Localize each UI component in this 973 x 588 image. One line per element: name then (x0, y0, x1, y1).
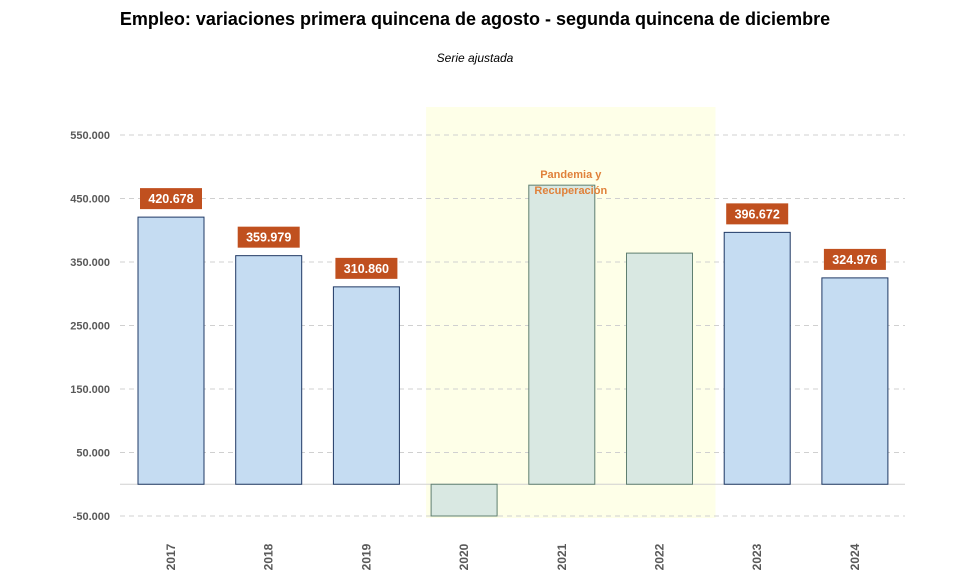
x-tick-label: 2024 (848, 543, 862, 570)
data-label: 310.860 (344, 262, 389, 276)
bar-2020 (430, 483, 498, 517)
bar-2022 (626, 252, 693, 485)
data-label-box (726, 203, 789, 225)
x-tick-label: 2021 (555, 543, 569, 570)
x-tick-label: 2022 (653, 543, 667, 570)
y-tick-label: 550.000 (70, 130, 110, 142)
x-tick-label: 2023 (750, 543, 764, 570)
x-tick-label: 2017 (164, 543, 178, 570)
bar-2024 (821, 277, 889, 485)
chart-subtitle: Serie ajustada (436, 51, 514, 65)
bar-2023 (723, 231, 791, 485)
y-tick-label: 450.000 (70, 194, 110, 206)
annotation-line-1: Pandemia y (540, 169, 602, 181)
data-label-box (823, 248, 886, 270)
data-label: 396.672 (735, 207, 780, 221)
data-label-box (335, 257, 398, 279)
bar-2021 (528, 184, 596, 485)
bar-2019 (332, 286, 400, 485)
bar-2017 (137, 216, 205, 485)
bar-2018 (235, 255, 303, 485)
data-label: 420.678 (148, 192, 193, 206)
y-tick-label: 350.000 (70, 257, 110, 269)
chart-title: Empleo: variaciones primera quincena de … (119, 9, 831, 29)
x-tick-label: 2020 (457, 543, 471, 570)
y-tick-label: 50.000 (76, 448, 110, 460)
data-label: 359.979 (246, 231, 291, 245)
data-label-box (140, 188, 202, 210)
x-tick-label: 2019 (359, 543, 373, 570)
data-label: 324.976 (832, 253, 877, 267)
y-tick-label: 150.000 (70, 384, 110, 396)
y-tick-label: -50.000 (73, 511, 110, 523)
x-tick-label: 2018 (262, 543, 276, 570)
data-label-box (237, 226, 300, 248)
y-tick-label: 250.000 (70, 321, 110, 333)
annotation-line-2: Recuperación (534, 185, 607, 197)
